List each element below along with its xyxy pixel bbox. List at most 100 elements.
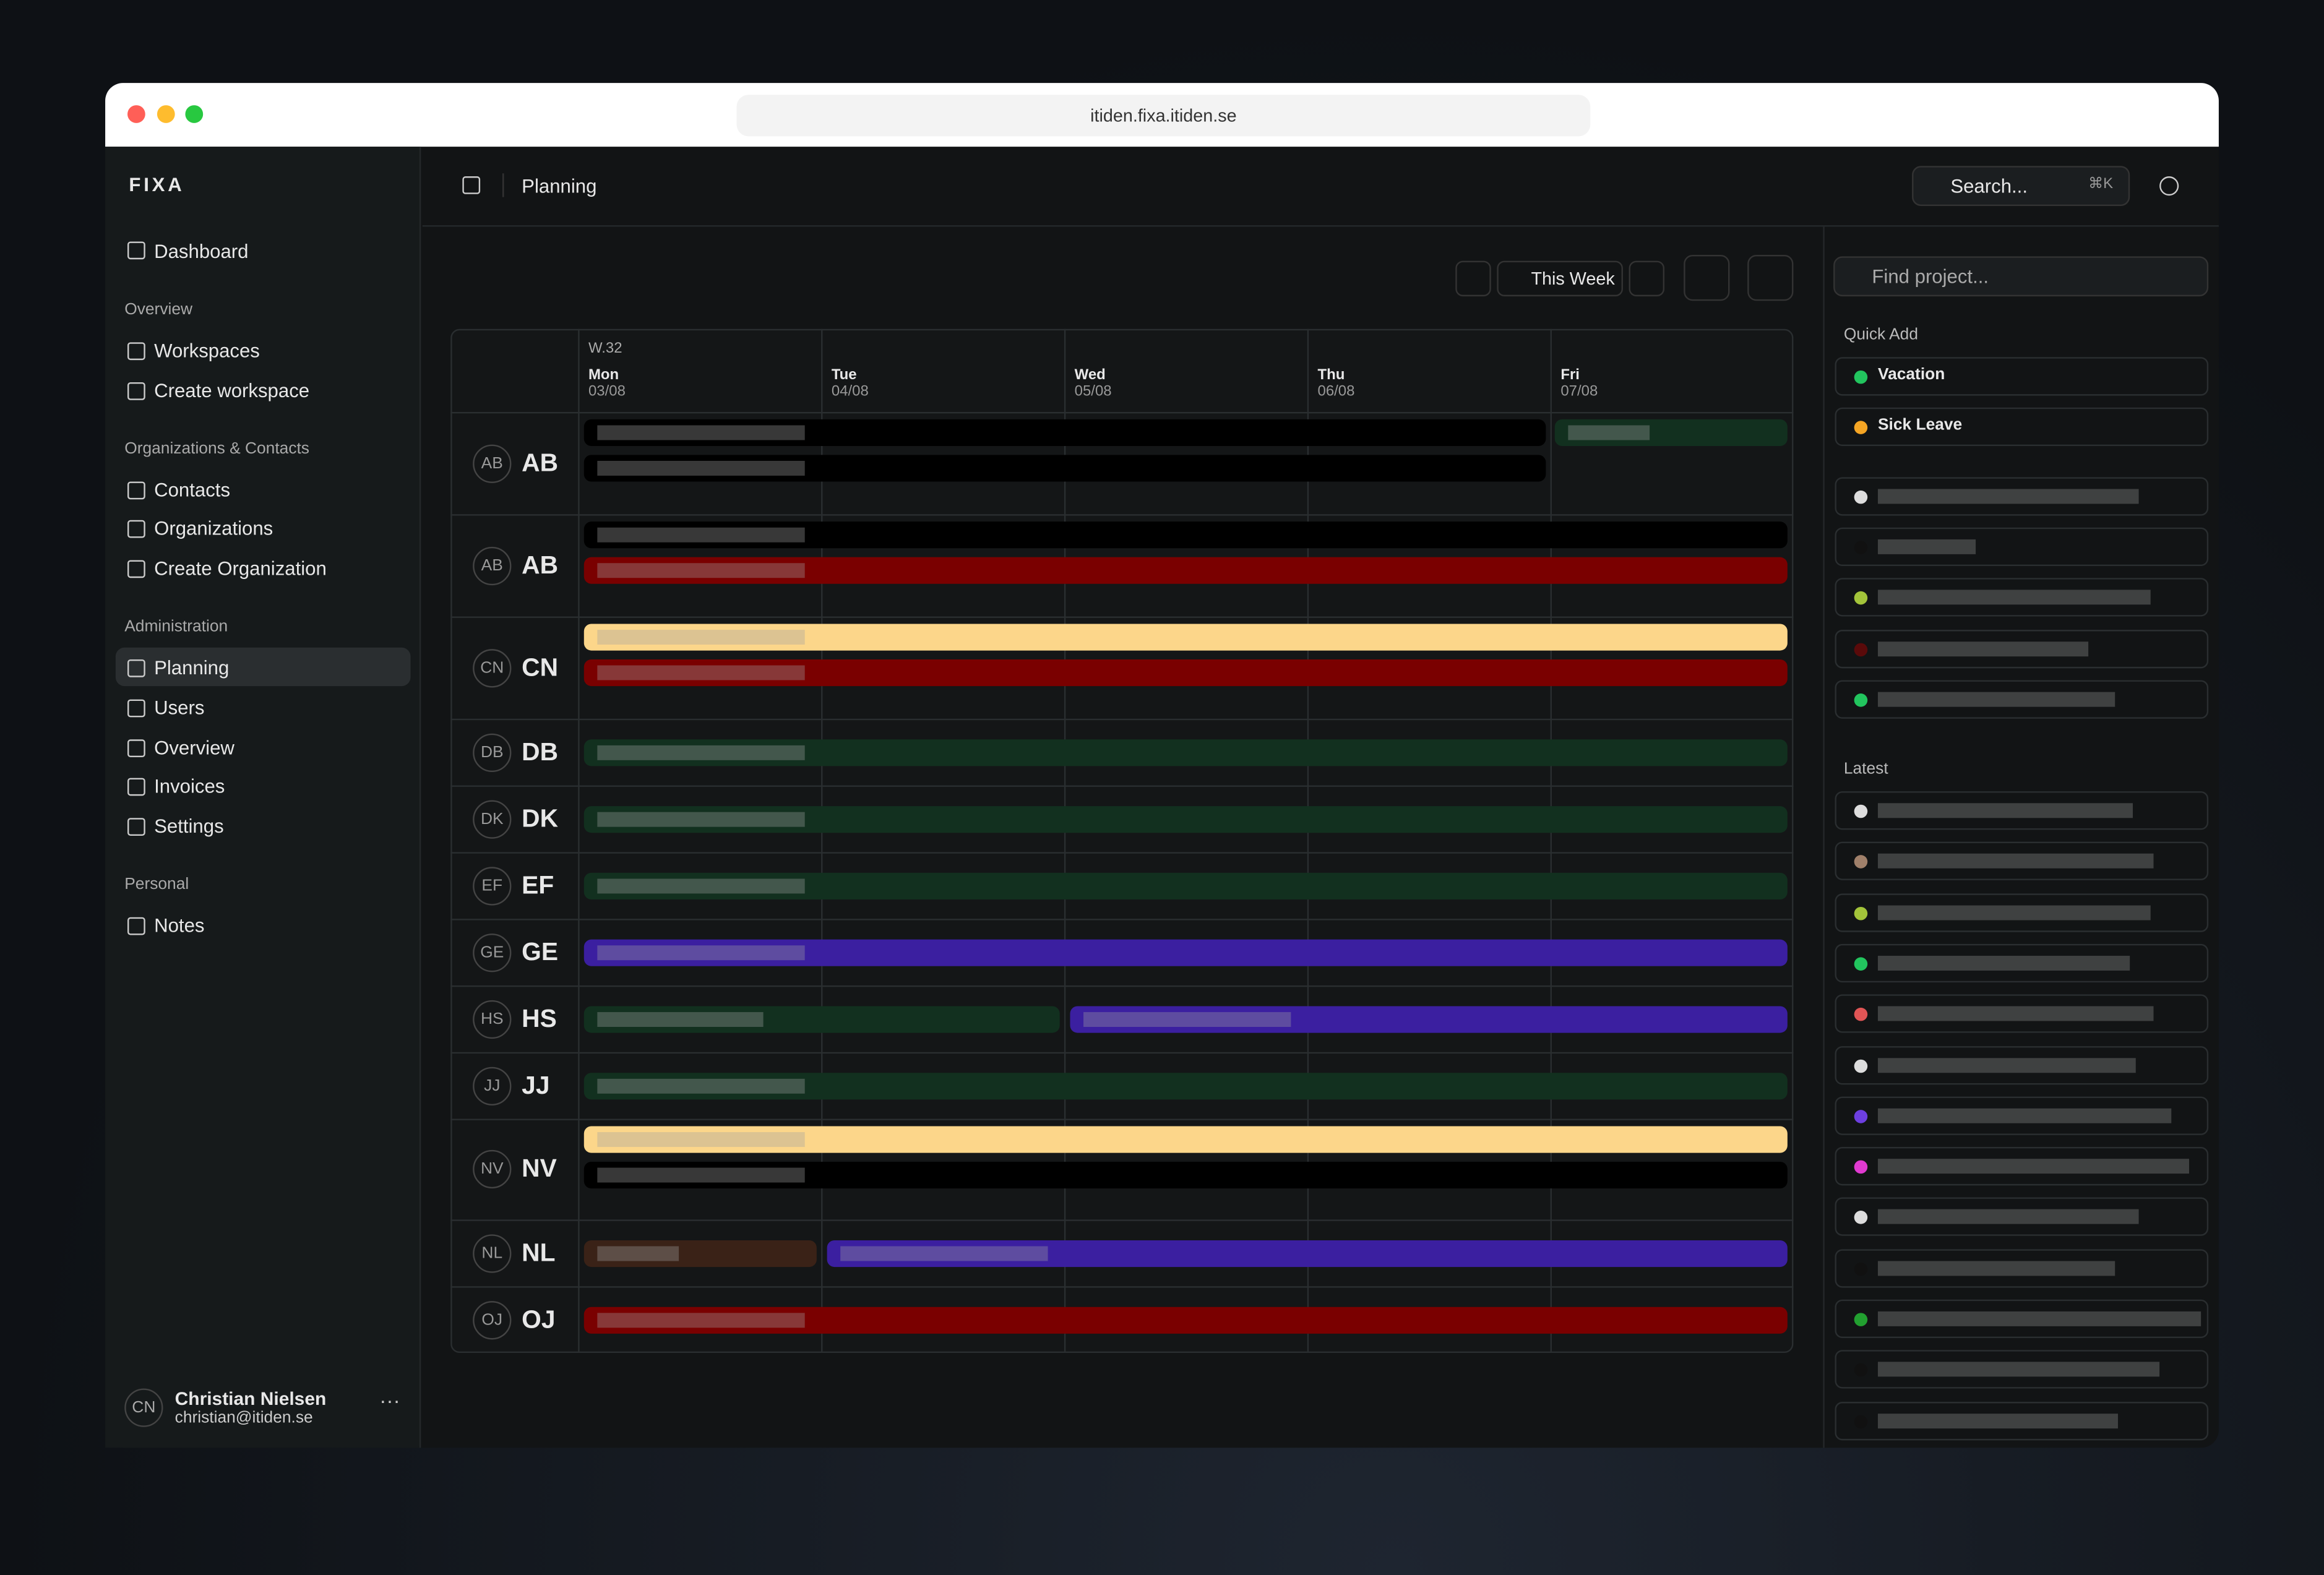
booking-bar[interactable] [583,1072,1788,1099]
prev-week[interactable] [1455,260,1491,297]
nav-item[interactable]: Invoices [154,775,225,798]
project-item[interactable] [1835,791,2209,830]
window-button[interactable] [127,105,145,123]
booking-label-redacted [597,1312,805,1328]
nav-item[interactable]: Dashboard [154,240,249,262]
booking-bar[interactable] [583,1239,817,1266]
project-name-redacted [1877,1057,2136,1073]
project-item[interactable] [1835,1198,2209,1237]
booking-bar[interactable] [827,1239,1788,1266]
range-button[interactable] [1497,260,1623,297]
nav-icon [127,699,145,717]
project-item[interactable] [1835,1248,2209,1287]
row-avatar: OJ [473,1300,512,1339]
booking-bar[interactable] [583,872,1788,899]
row-avatar: GE [473,932,512,972]
calendar [450,328,1794,1354]
project-item[interactable] [1835,629,2209,668]
project-item[interactable] [1835,407,2209,447]
project-name-redacted [1877,1413,2119,1428]
nav-icon [127,560,145,578]
project-search[interactable] [1833,256,2209,297]
row-name: EF [522,870,554,899]
nav-item[interactable]: Notes [154,914,205,937]
project-dot [1854,591,1868,606]
window-button[interactable] [157,105,175,123]
booking-label-redacted [597,665,805,680]
row-name: NL [522,1238,556,1266]
project-name-redacted [1877,803,2133,818]
project-item[interactable] [1835,1299,2209,1339]
settings-button[interactable] [1747,255,1794,301]
booking-bar[interactable] [583,805,1788,833]
user-email: christian@itiden.se [174,1409,313,1427]
nav-item[interactable]: Users [154,696,205,719]
sidebar-toggle[interactable] [462,176,481,194]
nav-item[interactable]: Organizations [154,517,273,540]
booking-bar[interactable] [583,455,1546,482]
booking-label-redacted [597,1132,805,1148]
booking-bar[interactable] [583,1161,1788,1189]
project-item[interactable] [1835,1147,2209,1186]
theme-toggle[interactable] [2159,176,2179,196]
row-name: JJ [522,1070,550,1099]
divider [502,173,504,197]
booking-bar[interactable] [583,1126,1788,1153]
nav-item[interactable]: Overview [154,736,235,758]
search-button[interactable] [1912,166,2130,206]
project-item[interactable] [1835,357,2209,396]
expand-button[interactable] [1684,255,1730,301]
project-item[interactable] [1835,994,2209,1034]
row-name: CN [522,653,559,681]
project-item[interactable] [1835,680,2209,719]
booking-bar[interactable] [583,739,1788,766]
nav-item[interactable]: Workspaces [154,339,260,362]
column-line [1550,328,1552,1354]
nav-item[interactable]: Create workspace [154,379,310,401]
booking-bar[interactable] [583,1005,1060,1032]
row-line [450,1118,1794,1120]
row-line [450,985,1794,987]
user-menu[interactable]: ··· [379,1388,400,1412]
row-avatar: EF [473,866,512,905]
search-text: Search... [1950,174,2028,197]
window-button[interactable] [185,105,204,123]
booking-bar[interactable] [583,557,1788,584]
project-item[interactable] [1835,893,2209,932]
project-item[interactable] [1835,1045,2209,1084]
project-item[interactable] [1835,578,2209,617]
day-date: 07/08 [1560,384,1598,400]
day-date: 04/08 [831,384,869,400]
row-line [450,919,1794,921]
nav-item[interactable]: Create Organization [154,557,327,580]
project-dot [1854,1008,1868,1021]
project-item[interactable] [1835,1096,2209,1135]
nav-item[interactable]: Contacts [154,478,231,500]
nav-icon [127,739,145,757]
row-name: DK [522,804,559,833]
project-item[interactable] [1835,477,2209,516]
row-avatar: AB [473,546,512,585]
booking-bar[interactable] [583,521,1788,549]
booking-label-redacted [1568,425,1650,440]
project-item[interactable] [1835,528,2209,567]
booking-bar[interactable] [583,1306,1788,1333]
booking-bar[interactable] [583,624,1788,651]
row-line [450,1052,1794,1054]
booking-bar[interactable] [583,938,1788,966]
booking-bar[interactable] [583,419,1546,447]
booking-bar[interactable] [583,659,1788,687]
nav-item[interactable]: Settings [154,815,224,838]
next-week[interactable] [1629,260,1665,297]
project-item[interactable] [1835,1401,2209,1440]
address-bar[interactable] [736,95,1591,137]
project-name-redacted [1877,1260,2115,1276]
project-item[interactable] [1835,842,2209,881]
project-dot [1854,1109,1868,1123]
booking-bar[interactable] [1070,1005,1788,1032]
project-item[interactable] [1835,1350,2209,1389]
project-name: Vacation [1877,366,1945,384]
project-item[interactable] [1835,943,2209,982]
booking-bar[interactable] [1554,419,1788,447]
nav-item[interactable]: Planning [154,656,230,679]
